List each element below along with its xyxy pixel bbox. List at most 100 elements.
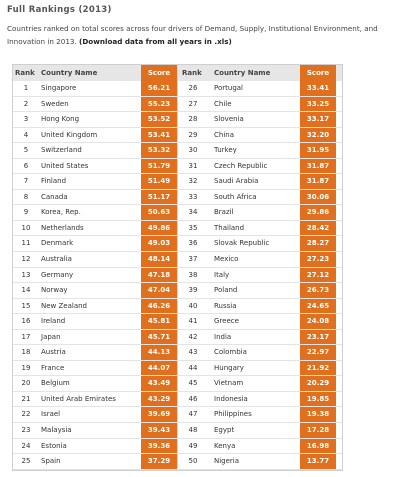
country-cell: Austria (41, 348, 66, 357)
score-cell: 30.06 (300, 189, 336, 205)
score-cell: 39.69 (141, 407, 177, 422)
country-cell: Turkey (214, 146, 237, 155)
country-cell: United States (41, 161, 89, 170)
country-cell: United Arab Emirates (41, 394, 116, 403)
country-cell: Egypt (214, 426, 235, 435)
rank-cell: 49 (188, 441, 198, 450)
country-cell: Indonesia (214, 394, 248, 403)
score-cell: 39.43 (141, 423, 177, 438)
country-cell: Kenya (214, 441, 236, 450)
country-cell: Spain (41, 457, 61, 466)
table-row: 17 Japan 45.71 42 India 23.17 (13, 329, 342, 346)
country-cell: Sweden (41, 99, 69, 108)
rank-cell: 17 (21, 332, 31, 341)
country-cell: Netherlands (41, 223, 84, 232)
score-cell: 50.63 (141, 205, 177, 220)
country-cell: Vietnam (214, 379, 244, 388)
rank-cell: 24 (21, 441, 31, 450)
table-row: 14 Norway 47.04 39 Poland 26.73 (13, 283, 342, 299)
country-cell: Poland (214, 286, 238, 295)
table-row: 20 Belgium 43.49 45 Vietnam 20.29 (13, 376, 342, 392)
table-row: 1 Singapore 56.21 26 Portugal 33.41 (13, 81, 342, 97)
score-cell: 49.86 (141, 220, 177, 236)
table-row: 25 Spain 37.29 50 Nigeria 13.77 (13, 454, 342, 470)
score-cell: 44.13 (141, 345, 177, 360)
score-cell: 51.79 (141, 158, 177, 174)
table-row: 9 Korea, Rep. 50.63 34 Brazil 29.86 (13, 205, 342, 221)
rank-cell: 27 (188, 99, 198, 108)
rank-cell: 15 (21, 301, 31, 310)
table-row: 24 Estonia 39.36 49 Kenya 16.98 (13, 438, 342, 455)
score-cell: 45.71 (141, 329, 177, 345)
country-cell: Portugal (214, 84, 243, 92)
score-cell: 56.21 (141, 81, 177, 96)
rank-cell: 35 (188, 223, 198, 232)
rank-cell: 22 (21, 410, 31, 419)
header-rank-left: Rank (15, 69, 35, 77)
score-cell: 19.85 (300, 391, 336, 407)
table-row: 11 Denmark 49.03 36 Slovak Republic 28.27 (13, 236, 342, 253)
table-row: 15 New Zealand 46.26 40 Russia 24.65 (13, 298, 342, 315)
score-cell: 22.97 (300, 345, 336, 360)
country-cell: Germany (41, 270, 74, 279)
score-cell: 49.03 (141, 236, 177, 251)
download-link[interactable]: (Download data from all years in .xls) (79, 37, 232, 46)
rank-cell: 29 (188, 130, 198, 139)
score-cell: 37.29 (141, 454, 177, 469)
rank-cell: 44 (188, 363, 198, 372)
country-cell: United Kingdom (41, 130, 98, 139)
header-country-right: Country Name (214, 69, 271, 77)
rank-cell: 16 (21, 317, 31, 326)
score-cell: 13.77 (300, 454, 336, 469)
country-cell: Russia (214, 301, 237, 310)
score-cell: 46.26 (141, 298, 177, 314)
rank-cell: 30 (188, 146, 198, 155)
country-cell: Estonia (41, 441, 67, 450)
country-cell: Denmark (41, 239, 74, 248)
rank-cell: 31 (188, 161, 198, 170)
country-cell: Switzerland (41, 146, 82, 155)
country-cell: Canada (41, 192, 68, 201)
country-cell: India (214, 332, 232, 341)
country-cell: Hong Kong (41, 115, 80, 124)
country-cell: Hungary (214, 363, 244, 372)
country-cell: Thailand (214, 223, 245, 232)
score-cell: 29.86 (300, 205, 336, 220)
score-cell: 31.87 (300, 158, 336, 174)
score-cell: 43.49 (141, 376, 177, 391)
table-row: 3 Hong Kong 53.52 28 Slovenia 33.17 (13, 112, 342, 128)
score-cell: 31.95 (300, 143, 336, 158)
country-cell: Chile (214, 99, 232, 108)
table-row: 10 Netherlands 49.86 35 Thailand 28.42 (13, 220, 342, 237)
score-cell: 23.17 (300, 329, 336, 345)
table-row: 19 France 44.07 44 Hungary 21.92 (13, 360, 342, 377)
rank-cell: 43 (188, 348, 198, 357)
score-cell: 27.12 (300, 267, 336, 283)
score-cell: 17.28 (300, 423, 336, 438)
table-row: 8 Canada 51.17 33 South Africa 30.06 (13, 189, 342, 206)
country-cell: Slovenia (214, 115, 244, 124)
table-row: 4 United Kingdom 53.41 29 China 32.20 (13, 127, 342, 144)
country-cell: Greece (214, 317, 239, 326)
country-cell: China (214, 130, 234, 139)
score-cell: 47.04 (141, 283, 177, 298)
country-cell: Singapore (41, 84, 77, 92)
rank-cell: 39 (188, 286, 198, 295)
rank-cell: 48 (188, 426, 198, 435)
score-cell: 45.81 (141, 314, 177, 329)
country-cell: Italy (214, 270, 230, 279)
rank-cell: 5 (23, 146, 29, 155)
rank-cell: 26 (188, 84, 198, 92)
intro-text: Countries ranked on total scores across … (7, 24, 378, 46)
header-score-left: Score (141, 65, 177, 81)
rank-cell: 50 (188, 457, 198, 466)
rank-cell: 32 (188, 177, 198, 186)
page-title: Full Rankings (2013) (7, 5, 112, 15)
score-cell: 31.87 (300, 174, 336, 189)
table-row: 23 Malaysia 39.43 48 Egypt 17.28 (13, 423, 342, 439)
score-cell: 47.18 (141, 267, 177, 283)
score-cell: 26.73 (300, 283, 336, 298)
rank-cell: 9 (23, 208, 29, 217)
score-cell: 43.29 (141, 391, 177, 407)
